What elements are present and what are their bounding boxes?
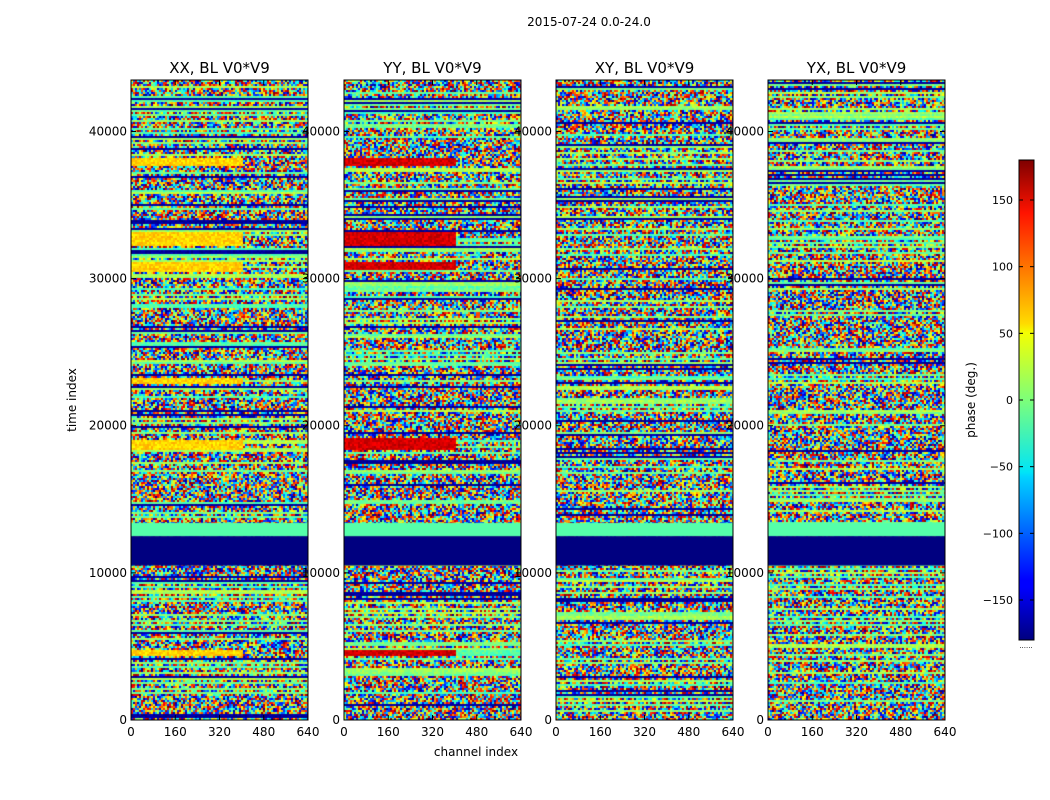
x-tick-label: 0 [764,725,772,739]
x-tick-label: 160 [377,725,400,739]
y-axis-label: time index [65,368,79,432]
x-tick-label: 0 [127,725,135,739]
x-tick-label: 640 [297,725,320,739]
panel-1: XX, BL V0*V9 0 160 320 480 640 0 10000 20000 3000… [89,59,320,739]
x-tick-label: 320 [421,725,444,739]
x-axis-label: channel index [434,745,518,759]
colorbar-tick-label: 50 [999,327,1013,340]
y-tick-label: 20000 [89,419,127,433]
x-tick-label: 160 [801,725,824,739]
y-tick-label: 30000 [302,272,340,286]
x-tick-label: 320 [633,725,656,739]
y-tick-label: 40000 [726,124,764,138]
x-tick-label: 640 [510,725,533,739]
y-tick-label: 10000 [514,566,552,580]
y-tick-label: 20000 [726,419,764,433]
panel-2: YY, BL V0*V9 0 160 320 480 640 0 10000 20000 3000… [302,59,533,739]
colorbar-tick-label: −100 [983,527,1013,540]
y-tick-label: 40000 [302,124,340,138]
colorbar-tick-label: −150 [983,594,1013,607]
x-tick-label: 640 [934,725,957,739]
heatmap-image [556,80,733,720]
x-tick-label: 480 [677,725,700,739]
x-tick-label: 160 [589,725,612,739]
x-tick-label: 480 [465,725,488,739]
heatmap-image [131,80,308,720]
panel-title: XX, BL V0*V9 [169,59,270,77]
colorbar-bottom-note: ...... [1019,642,1032,650]
y-tick-label: 40000 [89,124,127,138]
colorbar-tick-label: 100 [992,261,1013,274]
y-tick-label: 20000 [302,419,340,433]
y-tick-label: 10000 [302,566,340,580]
x-tick-label: 160 [164,725,187,739]
colorbar-tick-label: 0 [1006,394,1013,407]
x-tick-label: 0 [552,725,560,739]
panel-3: XY, BL V0*V9 0 160 320 480 640 0 10000 20000 3000… [514,59,745,739]
y-tick-label: 20000 [514,419,552,433]
y-tick-label: 30000 [89,272,127,286]
x-tick-label: 480 [252,725,275,739]
y-tick-label: 0 [119,713,127,727]
colorbar-tick-label: 150 [992,194,1013,207]
figure-suptitle: 2015-07-24 0.0-24.0 [527,15,651,29]
x-tick-label: 320 [208,725,231,739]
x-tick-label: 640 [722,725,745,739]
heatmap-image [768,80,945,720]
y-tick-label: 30000 [514,272,552,286]
heatmap-image [344,80,521,720]
y-tick-label: 0 [332,713,340,727]
panels-group: XX, BL V0*V9 0 160 320 480 640 0 10000 20000 3000… [89,59,957,739]
panel-title: YY, BL V0*V9 [382,59,481,77]
y-tick-label: 0 [756,713,764,727]
panel-title: XY, BL V0*V9 [595,59,695,77]
x-tick-label: 480 [889,725,912,739]
y-tick-label: 10000 [89,566,127,580]
x-tick-label: 320 [845,725,868,739]
panel-title: YX, BL V0*V9 [806,59,907,77]
y-tick-label: 40000 [514,124,552,138]
panel-4: YX, BL V0*V9 0 160 320 480 640 0 10000 20000 3000… [726,59,957,739]
y-tick-label: 30000 [726,272,764,286]
colorbar-label: phase (deg.) [964,362,978,438]
y-tick-label: 10000 [726,566,764,580]
y-tick-label: 0 [544,713,552,727]
colorbar: 150 100 50 0 −50 −100 −150 phase (deg.) ...... [964,159,1035,650]
x-tick-label: 0 [340,725,348,739]
colorbar-tick-label: −50 [990,461,1013,474]
